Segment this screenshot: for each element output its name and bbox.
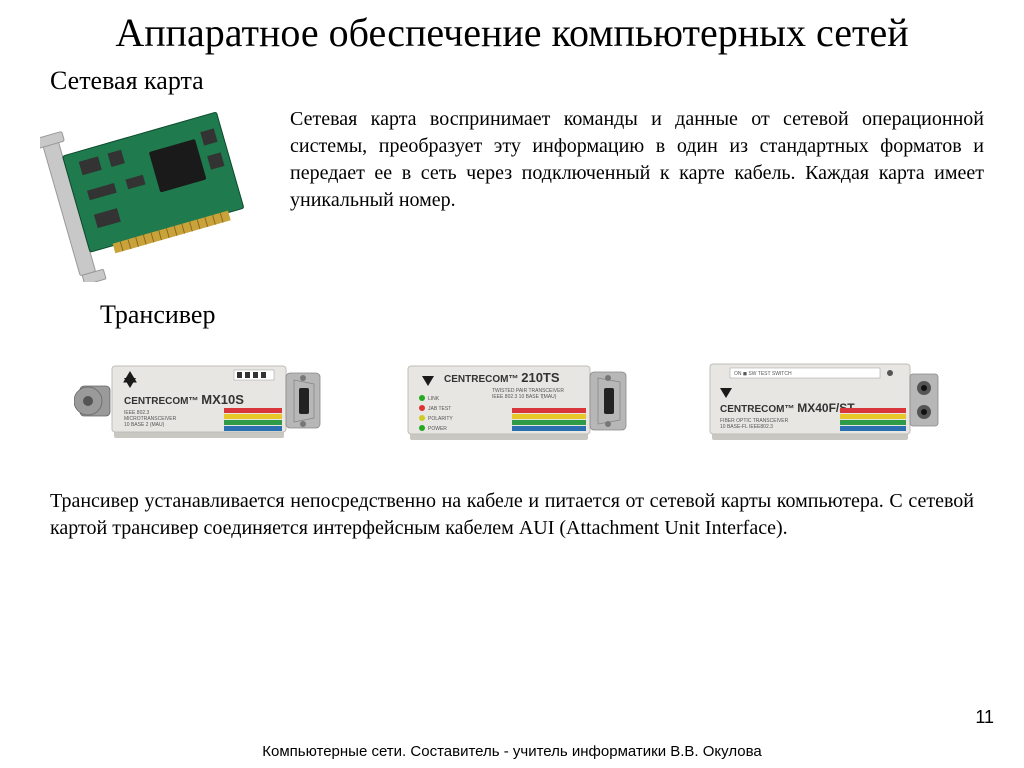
svg-text:LINK: LINK [428, 396, 440, 402]
brand-label: CENTRECOM [124, 396, 188, 407]
sub3: 10 BASE 2 (MAU) [124, 422, 165, 428]
svg-text:IEEE 802.3 10 BASE T: IEEE 802.3 10 BASE T [492, 394, 543, 400]
brand-label: CENTRECOM [444, 374, 508, 385]
svg-text:POLARITY: POLARITY [428, 416, 453, 422]
transceiver-row: CENTRECOM™ MX10S IEEE 802.3 MICROTRANSCE… [40, 338, 984, 468]
page-number: 11 [975, 707, 994, 728]
sub3: (MAU) [542, 394, 557, 400]
nic-row: Сетевая карта воспринимает команды и дан… [40, 102, 984, 282]
transceiver-mx40f: ON ◼ SW TEST SWITCH CENTRECOM™ MX40F/ST … [690, 338, 950, 468]
nic-heading: Сетевая карта [50, 66, 984, 96]
svg-text:ON ◼ SW TEST SWITCH: ON ◼ SW TEST SWITCH [734, 371, 792, 377]
footer: Компьютерные сети. Составитель - учитель… [0, 743, 1024, 760]
model-label: MX10S [201, 392, 244, 407]
svg-text:10 BASE 2 (MAU): 10 BASE 2 (MAU) [124, 422, 165, 428]
nic-image [40, 102, 270, 282]
nic-description: Сетевая карта воспринимает команды и дан… [290, 102, 984, 214]
page-title: Аппаратное обеспечение компьютерных сете… [40, 10, 984, 56]
sub2: 10 BASE-FL IEEE802.3 [720, 424, 773, 430]
transceiver-210ts: CENTRECOM™ 210TS TWISTED PAIR TRANSCEIVE… [382, 338, 642, 468]
svg-text:CENTRECOM™ MX40F/ST: CENTRECOM™ MX40F/ST [720, 401, 855, 415]
svg-text:10 BASE-FL IEEE802.3: 10 BASE-FL IEEE802.3 [720, 424, 773, 430]
model-label: 210TS [521, 370, 560, 385]
svg-text:(MAU): (MAU) [542, 394, 557, 400]
transceiver-description: Трансивер устанавливается непосредственн… [40, 488, 984, 542]
sub2: IEEE 802.3 10 BASE T [492, 394, 543, 400]
slide: Аппаратное обеспечение компьютерных сете… [0, 0, 1024, 768]
svg-text:POWER: POWER [428, 426, 447, 432]
brand-label: CENTRECOM [720, 404, 784, 415]
transceiver-heading: Трансивер [100, 300, 984, 330]
svg-text:JAB TEST: JAB TEST [428, 406, 451, 412]
transceiver-mx10s: CENTRECOM™ MX10S IEEE 802.3 MICROTRANSCE… [74, 338, 334, 468]
